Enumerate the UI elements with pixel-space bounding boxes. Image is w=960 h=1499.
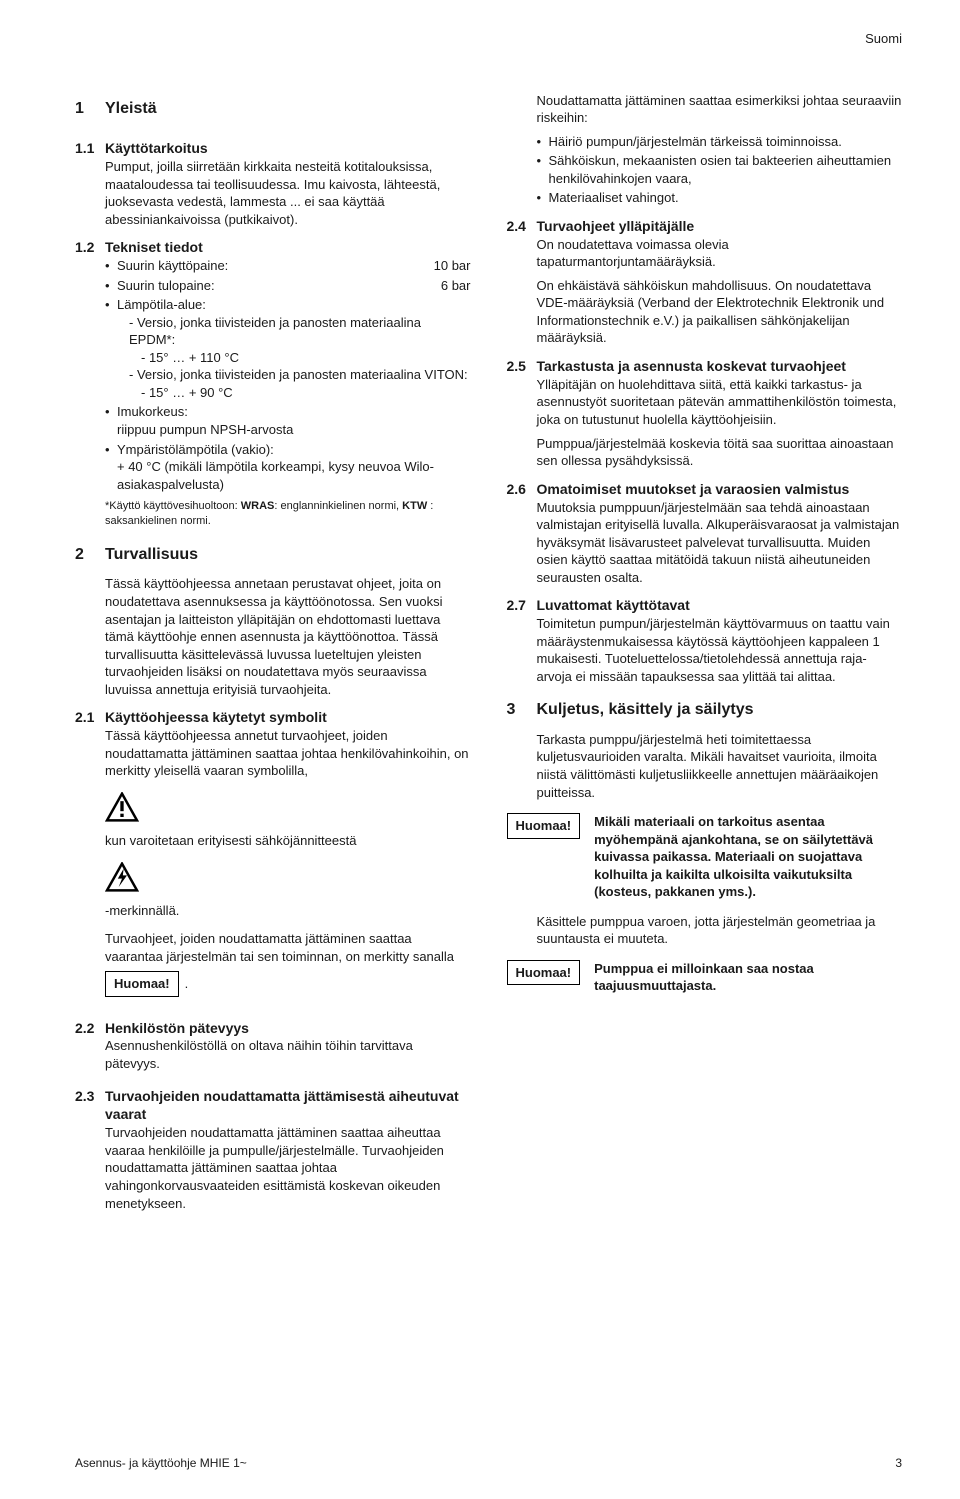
spec-body: riippuu pumpun NPSH-arvosta: [117, 421, 471, 439]
section-1-heading: 1 Yleistä: [75, 98, 471, 130]
list-item: Häiriö pumpun/järjestelmän tärkeissä toi…: [537, 133, 903, 151]
section-2-1-p2: kun varoitetaan erityisesti sähköjännitt…: [105, 832, 471, 850]
notice-label: Huomaa!: [105, 971, 179, 997]
spec-value: 6 bar: [421, 277, 471, 295]
section-2-body: Tässä käyttöohjeessa annetaan perustavat…: [105, 575, 471, 698]
subsection-number: 2.6: [507, 480, 529, 499]
right-intro-para: Noudattamatta jättäminen saattaa esimerk…: [537, 92, 903, 127]
footnote-bold: KTW: [402, 500, 427, 512]
section-3-body: Tarkasta pumppu/järjestelmä heti toimite…: [537, 731, 903, 801]
notice-block-1: Huomaa! Mikäli materiaali on tarkoitus a…: [507, 813, 903, 901]
footnote-bold: WRAS: [241, 500, 275, 512]
spec-subitem: - Versio, jonka tiivisteiden ja panosten…: [129, 314, 471, 349]
spec-item: Suurin käyttöpaine: 10 bar: [105, 257, 471, 275]
subsection-title: Käyttötarkoitus: [105, 139, 208, 158]
section-2-7-heading: 2.7 Luvattomat käyttötavat: [507, 596, 903, 615]
section-2-heading: 2 Turvallisuus: [75, 544, 471, 576]
right-column: Noudattamatta jättäminen saattaa esimerk…: [507, 84, 903, 1219]
section-2-3-heading: 2.3 Turvaohjeiden noudattamatta jättämis…: [75, 1087, 471, 1125]
page-footer: Asennus- ja käyttöohje MHIE 1~ 3: [75, 1455, 902, 1471]
section-2-6-heading: 2.6 Omatoimiset muutokset ja varaosien v…: [507, 480, 903, 499]
section-3-heading: 3 Kuljetus, käsittely ja säilytys: [507, 699, 903, 731]
content-columns: 1 Yleistä 1.1 Käyttötarkoitus Pumput, jo…: [75, 84, 902, 1219]
section-number: 1: [75, 98, 97, 120]
subsection-number: 2.2: [75, 1019, 97, 1038]
list-item: Sähköiskun, mekaanisten osien tai baktee…: [537, 152, 903, 187]
spec-item: Imukorkeus: riippuu pumpun NPSH-arvosta: [105, 403, 471, 438]
section-2-1-p3: -merkinnällä.: [105, 902, 471, 920]
notice-text: Mikäli materiaali on tarkoitus asentaa m…: [594, 813, 902, 901]
subsection-title: Tarkastusta ja asennusta koskevat turvao…: [537, 357, 846, 376]
section-2-2-body: Asennushenkilöstöllä on oltava näihin tö…: [105, 1037, 471, 1072]
footer-left: Asennus- ja käyttöohje MHIE 1~: [75, 1455, 247, 1471]
section-number: 2: [75, 544, 97, 566]
section-title: Yleistä: [105, 98, 157, 120]
section-2-4-p2: On ehkäistävä sähköiskun mahdollisuus. O…: [537, 277, 903, 347]
warning-triangle-icon: [105, 792, 139, 822]
footer-page-number: 3: [895, 1455, 902, 1471]
period: .: [185, 976, 189, 991]
subsection-number: 1.1: [75, 139, 97, 158]
section-number: 3: [507, 699, 529, 721]
language-header: Suomi: [75, 30, 902, 48]
spec-value: 10 bar: [421, 257, 471, 275]
section-1-1-body: Pumput, joilla siirretään kirkkaita nest…: [105, 158, 471, 228]
section-2-6-body: Muutoksia pumppuun/järjestelmään saa teh…: [537, 499, 903, 587]
subsection-number: 2.1: [75, 708, 97, 727]
electrical-hazard-icon: [105, 862, 139, 892]
spec-subvalue: - 15° … + 90 °C: [141, 384, 471, 402]
subsection-title: Tekniset tiedot: [105, 238, 203, 257]
spec-item: Ympäristölämpötila (vakio): + 40 °C (mik…: [105, 441, 471, 494]
footnote-text: *Käyttö käyttövesihuoltoon:: [105, 500, 241, 512]
spec-body: + 40 °C (mikäli lämpötila korkeampi, kys…: [117, 458, 471, 493]
spec-item: Lämpötila-alue: - Versio, jonka tiiviste…: [105, 296, 471, 401]
spec-label: Suurin käyttöpaine:: [117, 257, 421, 275]
risk-list: Häiriö pumpun/järjestelmän tärkeissä toi…: [537, 133, 903, 207]
section-3-p2: Käsittele pumppua varoen, jotta järjeste…: [537, 913, 903, 948]
spec-footnote: *Käyttö käyttövesihuoltoon: WRAS: englan…: [105, 499, 471, 528]
subsection-title: Omatoimiset muutokset ja varaosien valmi…: [537, 480, 850, 499]
list-item: Materiaaliset vahingot.: [537, 189, 903, 207]
section-title: Turvallisuus: [105, 544, 198, 566]
subsection-number: 1.2: [75, 238, 97, 257]
tech-spec-list: Suurin käyttöpaine: 10 bar Suurin tulopa…: [105, 257, 471, 493]
spec-label: Imukorkeus:: [117, 404, 188, 419]
subsection-title: Luvattomat käyttötavat: [537, 596, 690, 615]
section-2-4-heading: 2.4 Turvaohjeet ylläpitäjälle: [507, 217, 903, 236]
section-2-1-p1: Tässä käyttöohjeessa annetut turvaohjeet…: [105, 727, 471, 780]
subsection-number: 2.4: [507, 217, 529, 236]
section-1-1-heading: 1.1 Käyttötarkoitus: [75, 139, 471, 158]
section-1-2-heading: 1.2 Tekniset tiedot: [75, 238, 471, 257]
notice-label: Huomaa!: [507, 813, 581, 839]
section-2-1-heading: 2.1 Käyttöohjeessa käytetyt symbolit: [75, 708, 471, 727]
subsection-title: Henkilöstön pätevyys: [105, 1019, 249, 1038]
spec-label: Suurin tulopaine:: [117, 277, 421, 295]
spec-subitem: - Versio, jonka tiivisteiden ja panosten…: [129, 366, 471, 384]
spec-subvalue: - 15° … + 110 °C: [141, 349, 471, 367]
section-2-5-p1: Ylläpitäjän on huolehdittava siitä, että…: [537, 376, 903, 429]
section-2-5-p2: Pumppua/järjestelmää koskevia töitä saa …: [537, 435, 903, 470]
notice-label: Huomaa!: [507, 960, 581, 986]
section-2-5-heading: 2.5 Tarkastusta ja asennusta koskevat tu…: [507, 357, 903, 376]
subsection-number: 2.5: [507, 357, 529, 376]
subsection-title: Turvaohjeet ylläpitäjälle: [537, 217, 695, 236]
notice-text: Pumppua ei milloinkaan saa nostaa taajuu…: [594, 960, 902, 995]
subsection-title: Turvaohjeiden noudattamatta jättämisestä…: [105, 1087, 471, 1125]
footnote-text: : englanninkielinen normi,: [274, 500, 402, 512]
spec-item: Suurin tulopaine: 6 bar: [105, 277, 471, 295]
section-title: Kuljetus, käsittely ja säilytys: [537, 699, 754, 721]
left-column: 1 Yleistä 1.1 Käyttötarkoitus Pumput, jo…: [75, 84, 471, 1219]
section-2-7-body: Toimitetun pumpun/järjestelmän käyttövar…: [537, 615, 903, 685]
notice-block-2: Huomaa! Pumppua ei milloinkaan saa nosta…: [507, 960, 903, 995]
subsection-title: Käyttöohjeessa käytetyt symbolit: [105, 708, 327, 727]
spec-label: Ympäristölämpötila (vakio):: [117, 442, 274, 457]
section-2-2-heading: 2.2 Henkilöstön pätevyys: [75, 1019, 471, 1038]
subsection-number: 2.7: [507, 596, 529, 615]
section-2-3-body: Turvaohjeiden noudattamatta jättäminen s…: [105, 1124, 471, 1212]
subsection-number: 2.3: [75, 1087, 97, 1106]
section-2-4-p1: On noudatettava voimassa olevia tapaturm…: [537, 236, 903, 271]
spec-label: Lämpötila-alue:: [117, 297, 206, 312]
section-2-1-p4: Turvaohjeet, joiden noudattamatta jättäm…: [105, 930, 471, 965]
